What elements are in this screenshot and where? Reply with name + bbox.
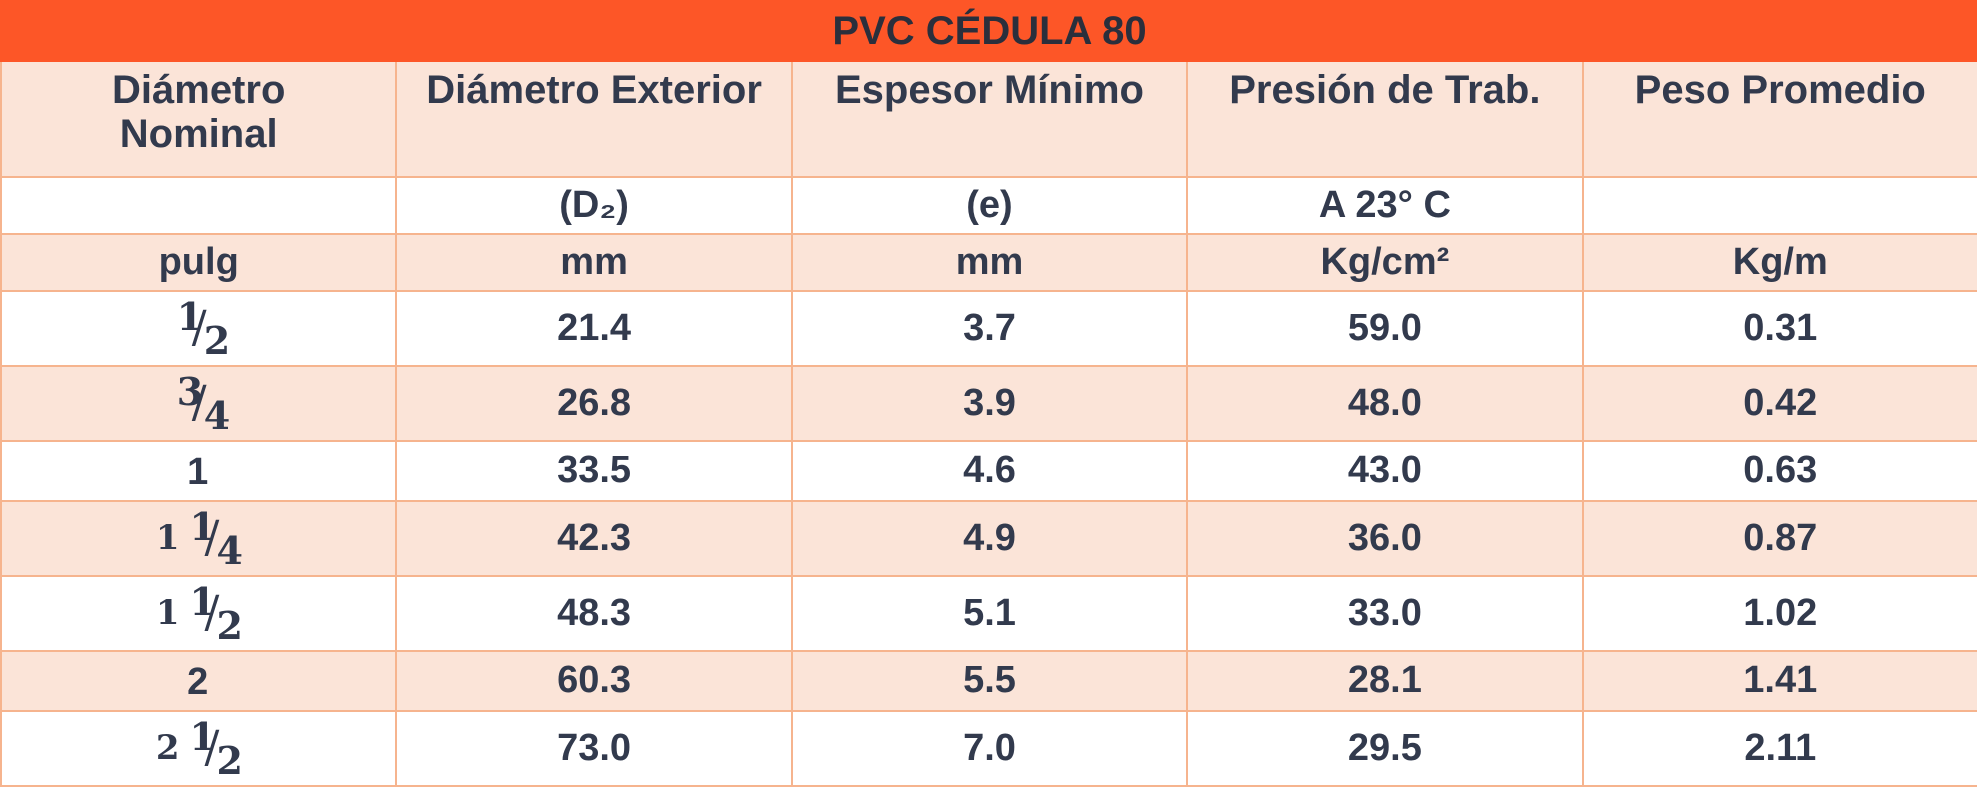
outer-diameter-cell: 42.3 (395, 500, 793, 577)
fraction-slash: / (204, 721, 220, 773)
header-diametro-exterior: Diámetro Exterior (395, 60, 793, 178)
header-presion-trab: Presión de Trab. (1186, 60, 1584, 178)
table-row: 1 1/4 42.3 4.9 36.0 0.87 (0, 500, 1977, 577)
nominal-diameter-cell: 3/4 (0, 365, 398, 442)
working-pressure-cell: 43.0 (1186, 440, 1584, 502)
subheader-row: (D₂) (e) A 23° C (0, 176, 1977, 235)
nominal-fraction: 1/2 (182, 578, 243, 648)
unit-cell: Kg/m (1581, 233, 1977, 292)
unit-cell: mm (395, 233, 793, 292)
subheader-cell: A 23° C (1186, 176, 1584, 235)
title-row: PVC CÉDULA 80 (0, 0, 1977, 62)
working-pressure-cell: 48.0 (1186, 365, 1584, 442)
nominal-whole: 2 (155, 727, 180, 768)
working-pressure-cell: 28.1 (1186, 650, 1584, 712)
table-row: 1 33.5 4.6 43.0 0.63 (0, 440, 1977, 502)
nominal-whole: 2 (187, 661, 209, 704)
nominal-whole: 1 (155, 592, 180, 633)
fraction-slash: / (191, 376, 207, 428)
nominal-diameter-cell: 1 (0, 440, 398, 502)
unit-cell: mm (790, 233, 1189, 292)
table-title: PVC CÉDULA 80 (0, 0, 1977, 62)
outer-diameter-cell: 33.5 (395, 440, 793, 502)
fraction-denominator: 2 (216, 737, 243, 783)
fraction-denominator: 4 (203, 392, 231, 438)
working-pressure-cell: 33.0 (1186, 575, 1584, 652)
wall-thickness-cell: 7.0 (790, 710, 1189, 787)
working-pressure-cell: 59.0 (1186, 290, 1584, 367)
nominal-diameter-cell: 1 1/4 (0, 500, 398, 577)
subheader-cell: (e) (790, 176, 1189, 235)
fraction-slash: / (204, 586, 220, 638)
outer-diameter-cell: 60.3 (395, 650, 793, 712)
table-row: 3/4 26.8 3.9 48.0 0.42 (0, 365, 1977, 442)
fraction-slash: / (204, 511, 220, 563)
nominal-fraction: 1/2 (169, 293, 231, 363)
fraction-numerator: 1 (189, 503, 216, 549)
fraction-denominator: 2 (203, 317, 231, 363)
nominal-whole: 1 (187, 451, 209, 494)
nominal-diameter-cell: 2 (0, 650, 398, 712)
header-peso-promedio: Peso Promedio (1581, 60, 1977, 178)
average-weight-cell: 2.11 (1581, 710, 1977, 787)
table-row: 1 1/2 48.3 5.1 33.0 1.02 (0, 575, 1977, 652)
wall-thickness-cell: 5.1 (790, 575, 1189, 652)
header-diametro-nominal: Diámetro Nominal (0, 60, 398, 178)
fraction-numerator: 1 (189, 713, 216, 759)
wall-thickness-cell: 5.5 (790, 650, 1189, 712)
working-pressure-cell: 29.5 (1186, 710, 1584, 787)
nominal-diameter-cell: 1 1/2 (0, 575, 398, 652)
outer-diameter-cell: 73.0 (395, 710, 793, 787)
outer-diameter-cell: 48.3 (395, 575, 793, 652)
fraction-denominator: 2 (216, 602, 243, 648)
unit-cell: Kg/cm² (1186, 233, 1584, 292)
unit-cell: pulg (0, 233, 398, 292)
average-weight-cell: 0.31 (1581, 290, 1977, 367)
wall-thickness-cell: 3.7 (790, 290, 1189, 367)
header-row: Diámetro Nominal Diámetro Exterior Espes… (0, 60, 1977, 178)
table-row: 2 60.3 5.5 28.1 1.41 (0, 650, 1977, 712)
outer-diameter-cell: 26.8 (395, 365, 793, 442)
working-pressure-cell: 36.0 (1186, 500, 1584, 577)
average-weight-cell: 1.02 (1581, 575, 1977, 652)
nominal-diameter-cell: 1/2 (0, 290, 398, 367)
nominal-fraction: 1/4 (182, 503, 243, 573)
units-row: pulg mm mm Kg/cm² Kg/m (0, 233, 1977, 292)
fraction-numerator: 1 (176, 293, 204, 339)
average-weight-cell: 0.87 (1581, 500, 1977, 577)
average-weight-cell: 0.63 (1581, 440, 1977, 502)
fraction-denominator: 4 (216, 527, 243, 573)
fraction-numerator: 1 (189, 578, 216, 624)
average-weight-cell: 0.42 (1581, 365, 1977, 442)
subheader-cell (1581, 176, 1977, 235)
wall-thickness-cell: 4.6 (790, 440, 1189, 502)
fraction-numerator: 3 (176, 368, 204, 414)
subheader-cell (0, 176, 398, 235)
nominal-whole: 1 (155, 517, 180, 558)
fraction-slash: / (191, 301, 207, 353)
wall-thickness-cell: 4.9 (790, 500, 1189, 577)
wall-thickness-cell: 3.9 (790, 365, 1189, 442)
header-espesor-minimo: Espesor Mínimo (790, 60, 1189, 178)
table-row: 1/2 21.4 3.7 59.0 0.31 (0, 290, 1977, 367)
data-rows: 1/2 21.4 3.7 59.0 0.31 3/4 26.8 3.9 48.0 0.42 1 33.… (0, 290, 1977, 787)
outer-diameter-cell: 21.4 (395, 290, 793, 367)
table-row: 2 1/2 73.0 7.0 29.5 2.11 (0, 710, 1977, 787)
nominal-fraction: 1/2 (182, 713, 243, 783)
subheader-cell: (D₂) (395, 176, 793, 235)
nominal-fraction: 3/4 (169, 368, 231, 438)
nominal-diameter-cell: 2 1/2 (0, 710, 398, 787)
average-weight-cell: 1.41 (1581, 650, 1977, 712)
